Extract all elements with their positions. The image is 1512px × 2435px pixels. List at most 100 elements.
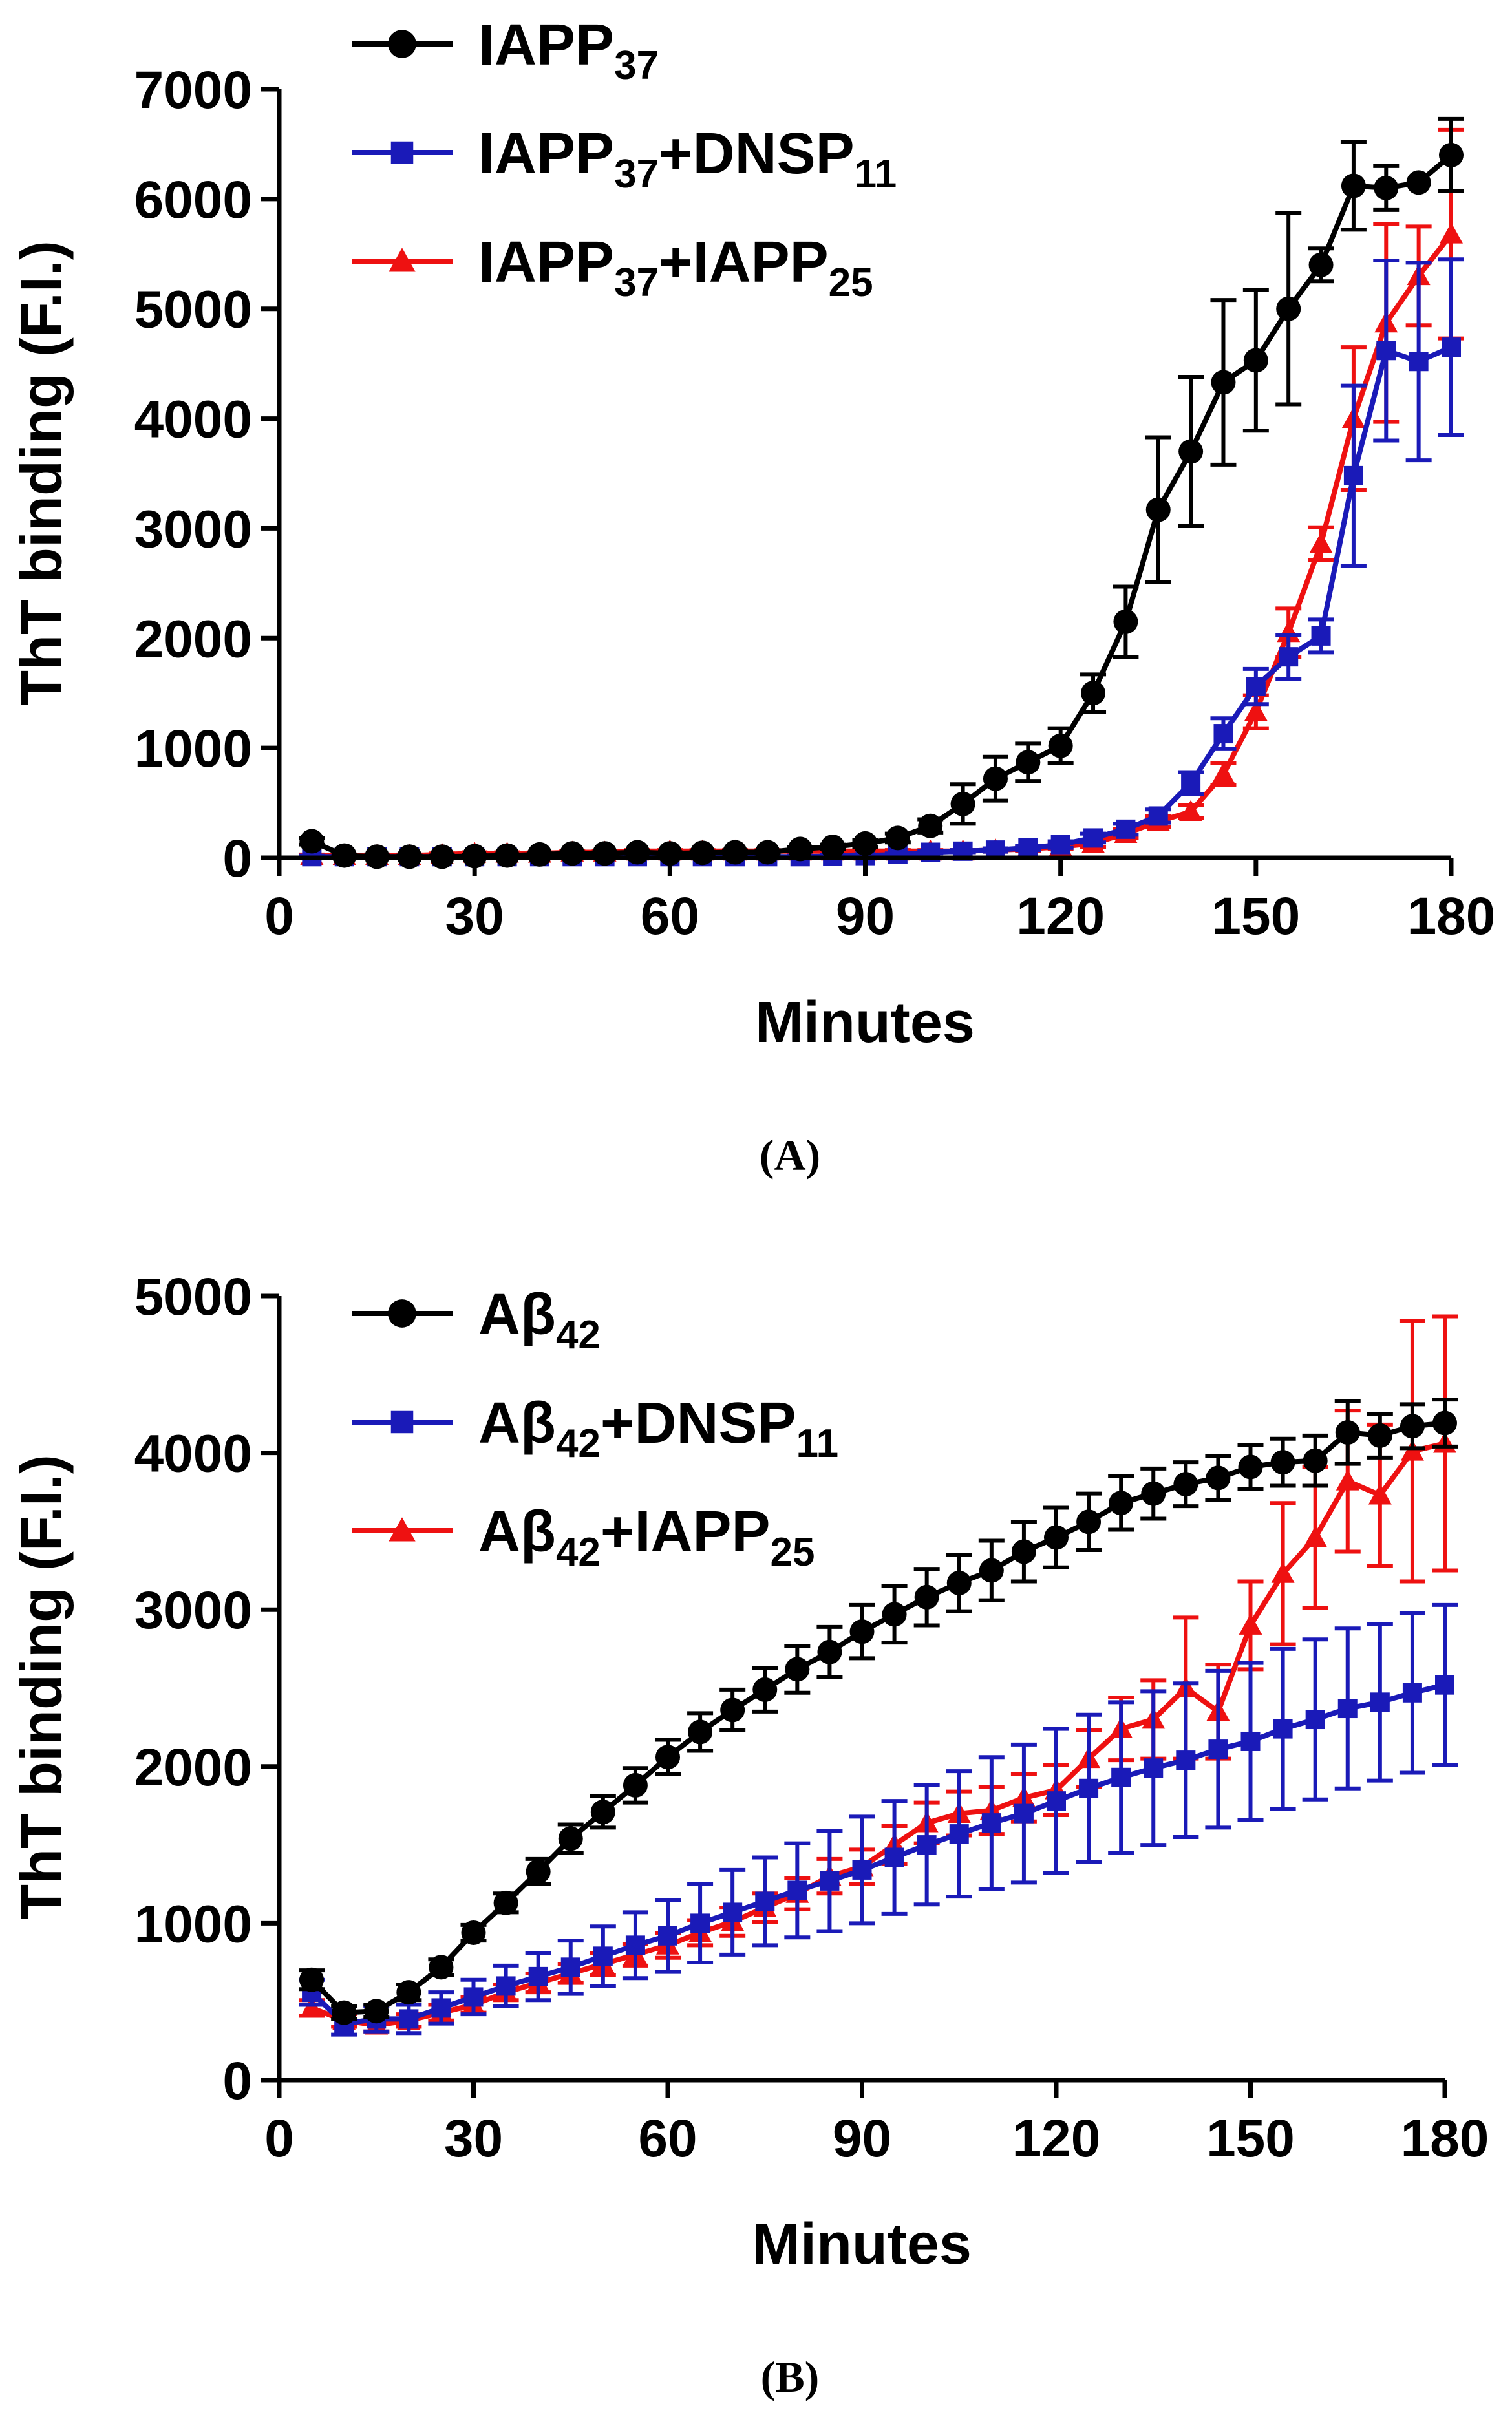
panel-a-y-tick-label: 0 bbox=[222, 829, 252, 888]
data-point bbox=[918, 813, 943, 838]
panel-b-y-tick-label: 4000 bbox=[134, 1425, 252, 1483]
data-point bbox=[1279, 647, 1299, 667]
panel-a-y-tick-label: 6000 bbox=[134, 171, 252, 229]
panel-b-x-tick-label: 30 bbox=[444, 2109, 503, 2168]
panel-b-y-tick-label: 3000 bbox=[134, 1581, 252, 1640]
data-point bbox=[1367, 1423, 1392, 1448]
panel-b-x-axis-label: Minutes bbox=[752, 2212, 972, 2277]
data-point bbox=[1178, 439, 1204, 464]
data-point bbox=[914, 1584, 939, 1610]
panel-a-y-tick-label: 1000 bbox=[134, 719, 252, 778]
panel-a-y-tick-label: 5000 bbox=[134, 281, 252, 339]
data-point bbox=[431, 1998, 451, 2018]
panel-b-label: (B) bbox=[761, 2352, 820, 2401]
data-point bbox=[755, 1891, 775, 1911]
data-point bbox=[1406, 170, 1431, 195]
legend-item-iapp37-iapp25: IAPP37+IAPP25 bbox=[352, 230, 873, 305]
panel-a-legend: IAPP37 IAPP37+DNSP11 IAPP37+IAPP25 bbox=[352, 13, 897, 305]
data-point bbox=[690, 840, 715, 866]
panel-b-x-tick-label: 0 bbox=[264, 2109, 294, 2168]
data-point bbox=[882, 1602, 907, 1627]
data-point bbox=[1011, 1539, 1036, 1564]
data-point bbox=[852, 1860, 872, 1880]
data-point bbox=[1376, 341, 1396, 361]
data-point bbox=[1014, 1803, 1034, 1824]
panel-a-x-tick-label: 150 bbox=[1211, 887, 1300, 946]
panel-a-x-tick-label: 90 bbox=[836, 887, 895, 946]
data-point bbox=[1243, 348, 1268, 373]
data-point bbox=[787, 836, 813, 862]
panel-b-legend: Aβ42 Aβ42+DNSP11 Aβ42+IAPP25 bbox=[352, 1282, 838, 1575]
data-point bbox=[884, 1847, 904, 1867]
data-point bbox=[1141, 1481, 1166, 1506]
data-point bbox=[1440, 222, 1463, 244]
panel-a-x-axis-label: Minutes bbox=[755, 990, 975, 1055]
data-point bbox=[658, 1926, 677, 1946]
data-point bbox=[1400, 1414, 1425, 1439]
data-point bbox=[787, 1880, 807, 1900]
data-point bbox=[1145, 497, 1171, 522]
legend-label: Aβ42+DNSP11 bbox=[478, 1391, 838, 1466]
panel-a-series-iapp37 bbox=[299, 116, 1464, 869]
panel-b-y-axis-label: ThT binding (F.I.) bbox=[10, 1454, 74, 1920]
data-point bbox=[1079, 1778, 1099, 1798]
data-point bbox=[1181, 773, 1201, 793]
data-point bbox=[623, 1772, 648, 1798]
data-point bbox=[1435, 1675, 1454, 1695]
data-point bbox=[1111, 1767, 1131, 1787]
data-point bbox=[429, 1955, 454, 1980]
data-point bbox=[981, 1813, 1001, 1833]
data-point bbox=[755, 840, 780, 865]
panel-a-y-tick-label: 4000 bbox=[134, 390, 252, 449]
data-point bbox=[820, 835, 846, 860]
legend-item-abeta42-iapp25: Aβ42+IAPP25 bbox=[352, 1500, 815, 1575]
legend-marker bbox=[388, 30, 416, 58]
panel-a-y-tick-label: 7000 bbox=[134, 61, 252, 120]
data-point bbox=[1370, 1692, 1390, 1712]
legend-marker bbox=[390, 141, 414, 164]
panel-b-x-tick-label: 180 bbox=[1401, 2109, 1489, 2168]
legend-marker bbox=[388, 1299, 416, 1328]
data-point bbox=[558, 1826, 583, 1851]
data-point bbox=[655, 1745, 680, 1770]
panel-b-y-tick-label: 1000 bbox=[134, 1895, 252, 1953]
data-point bbox=[1244, 700, 1268, 721]
data-point bbox=[1368, 1483, 1392, 1505]
data-point bbox=[1044, 1525, 1069, 1550]
data-point bbox=[950, 791, 975, 816]
data-point bbox=[463, 1987, 484, 2007]
data-point bbox=[1081, 681, 1106, 706]
data-point bbox=[720, 1697, 745, 1723]
data-point bbox=[817, 1639, 842, 1664]
legend-item-iapp37: IAPP37 bbox=[352, 13, 659, 88]
data-point bbox=[849, 1619, 875, 1644]
data-point bbox=[1305, 1710, 1325, 1730]
data-point bbox=[1270, 1450, 1295, 1475]
data-point bbox=[1303, 1526, 1327, 1547]
data-point bbox=[1337, 1699, 1358, 1719]
data-point bbox=[820, 1871, 840, 1891]
data-point bbox=[496, 1976, 516, 1996]
data-point bbox=[949, 1824, 969, 1844]
panel-b-x-tick-label: 60 bbox=[638, 2109, 697, 2168]
data-point bbox=[625, 1935, 645, 1955]
panel-b-y-tick-label: 5000 bbox=[134, 1268, 252, 1326]
data-point bbox=[688, 1719, 713, 1745]
data-point bbox=[1309, 532, 1333, 553]
data-point bbox=[1018, 838, 1038, 858]
data-point bbox=[983, 766, 1008, 791]
panel-b-x-tick-label: 150 bbox=[1206, 2109, 1295, 2168]
data-point bbox=[723, 1902, 743, 1922]
data-point bbox=[1276, 296, 1301, 321]
data-point bbox=[1311, 626, 1331, 646]
legend-marker bbox=[389, 248, 416, 272]
data-point bbox=[885, 825, 910, 851]
data-point bbox=[1336, 1469, 1359, 1491]
series-line bbox=[312, 345, 1453, 860]
legend-label: IAPP37+IAPP25 bbox=[478, 230, 873, 305]
data-point bbox=[1144, 1758, 1164, 1778]
panel-b-series-abeta42 bbox=[299, 1398, 1458, 2025]
data-point bbox=[1303, 1448, 1328, 1473]
legend-label: Aβ42 bbox=[478, 1282, 601, 1357]
